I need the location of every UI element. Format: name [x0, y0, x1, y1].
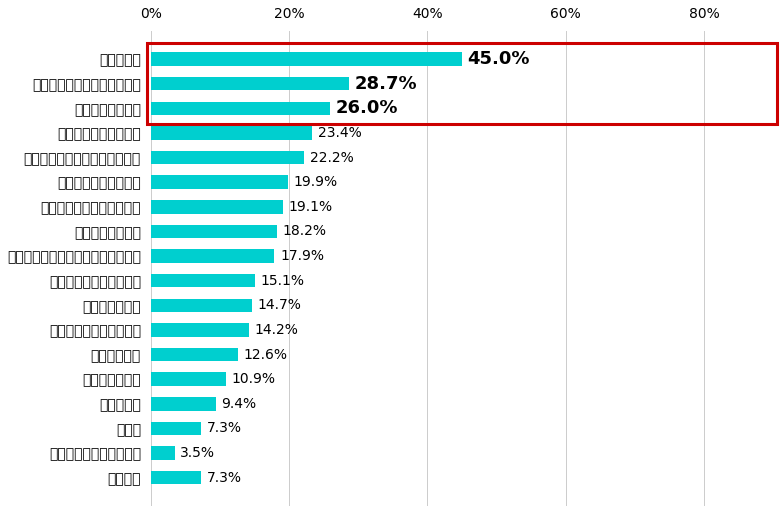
Text: 14.2%: 14.2%	[254, 323, 298, 337]
Bar	[151, 225, 277, 238]
Bar	[151, 323, 249, 337]
Bar	[151, 249, 275, 263]
Bar	[151, 52, 462, 66]
Text: 7.3%: 7.3%	[207, 470, 242, 485]
Text: 3.5%: 3.5%	[180, 446, 215, 460]
Bar	[151, 299, 252, 312]
Bar	[151, 102, 331, 115]
Text: 22.2%: 22.2%	[310, 150, 353, 165]
Text: 26.0%: 26.0%	[336, 100, 399, 117]
Text: 10.9%: 10.9%	[232, 372, 275, 386]
Text: 19.1%: 19.1%	[289, 200, 332, 214]
Bar	[151, 348, 238, 361]
Text: 18.2%: 18.2%	[282, 224, 326, 239]
Bar	[151, 175, 289, 189]
Bar	[151, 274, 255, 287]
Text: 7.3%: 7.3%	[207, 421, 242, 436]
Bar	[151, 446, 175, 460]
Text: 12.6%: 12.6%	[243, 347, 287, 362]
Bar	[151, 372, 226, 386]
Bar	[151, 77, 349, 90]
Text: 23.4%: 23.4%	[318, 126, 362, 140]
Text: 19.9%: 19.9%	[294, 175, 338, 189]
Bar	[151, 151, 304, 164]
Text: 28.7%: 28.7%	[355, 75, 417, 93]
Bar	[151, 471, 201, 484]
Bar	[151, 397, 216, 410]
Text: 15.1%: 15.1%	[261, 273, 305, 288]
Text: 9.4%: 9.4%	[222, 397, 257, 411]
Text: 45.0%: 45.0%	[467, 50, 530, 68]
Text: 17.9%: 17.9%	[280, 249, 324, 263]
Text: 14.7%: 14.7%	[258, 298, 302, 312]
Bar	[151, 200, 283, 213]
Bar	[151, 126, 313, 140]
Bar	[151, 422, 201, 435]
